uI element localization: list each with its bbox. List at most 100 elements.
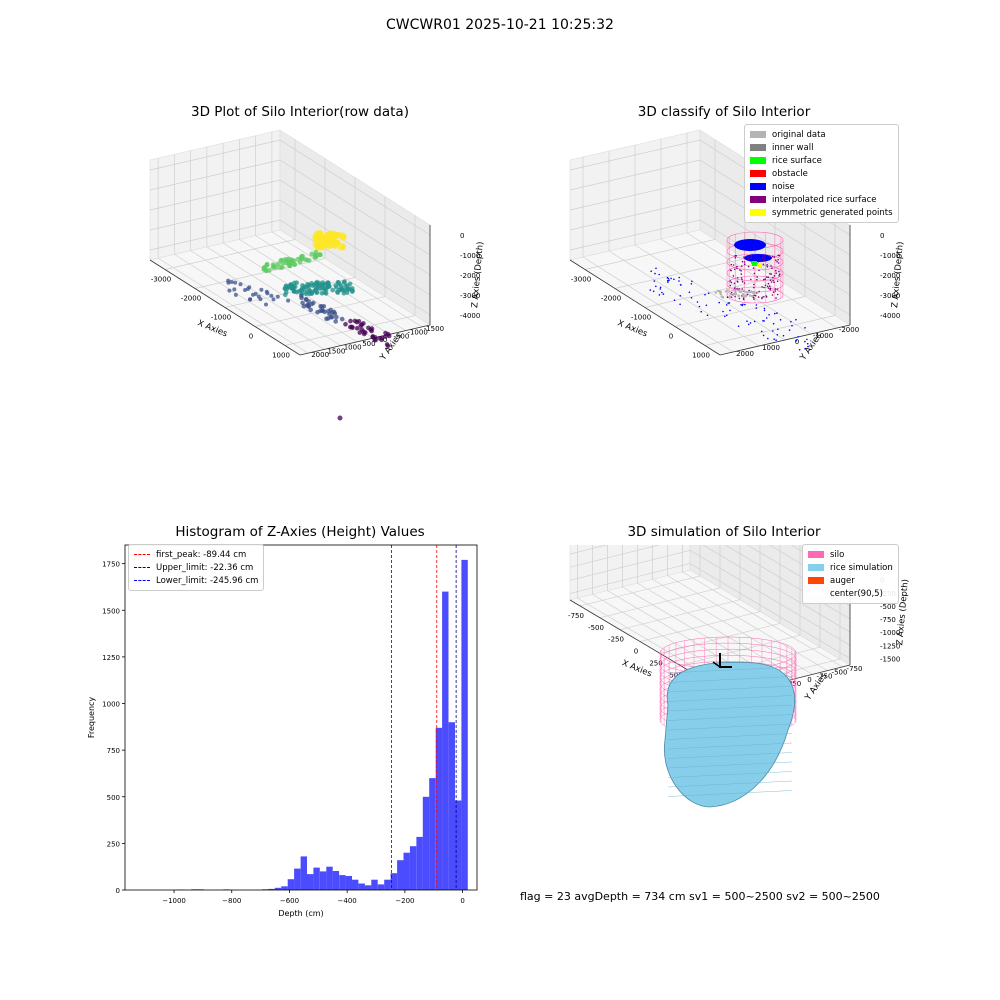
x-tick-label: −1000 (162, 897, 186, 905)
data-point (357, 330, 363, 335)
x-axis-label: X Axies (616, 318, 649, 339)
interpolated-point (776, 261, 778, 263)
interpolated-point (760, 260, 762, 263)
noise-point (670, 277, 672, 280)
noise-point (673, 278, 675, 281)
noise-point (765, 317, 768, 319)
interpolated-point (778, 275, 780, 277)
noise-point (726, 314, 728, 317)
interpolated-point (736, 267, 738, 270)
surface-mesh-line (667, 771, 793, 778)
original-point (719, 293, 722, 296)
interpolated-point (733, 282, 736, 285)
data-point (275, 261, 281, 267)
noise-point (659, 286, 662, 289)
noise-point (737, 325, 740, 327)
interpolated-point (771, 267, 773, 269)
noise-point (744, 303, 746, 306)
raw-scatter-plot: -4000 -3000 -2000 -1000 0 -3000 -2000 -1000 0 100… (149, 129, 486, 421)
noise-point (705, 304, 708, 307)
interpolated-point (769, 279, 772, 281)
legend-label: symmetric generated points (772, 207, 893, 218)
footer-stats: flag = 23 avgDepth = 734 cm sv1 = 500~25… (520, 890, 880, 903)
surface-mesh-line (667, 790, 793, 797)
legend-item: rice simulation (808, 561, 893, 574)
data-point (321, 304, 327, 309)
histogram-bar (364, 885, 372, 890)
noise-point (707, 292, 710, 295)
histogram-bar (300, 856, 307, 890)
z-grid-line (149, 199, 431, 296)
y-tick-label: 1000 (344, 344, 362, 352)
original-point (744, 295, 748, 298)
data-point (318, 242, 325, 249)
interpolated-point (739, 269, 741, 271)
data-point (279, 257, 285, 263)
interpolated-point (772, 276, 774, 279)
interpolated-point (769, 285, 771, 287)
z-grid-line (569, 159, 851, 256)
data-point (385, 343, 391, 349)
y-grid-line (667, 575, 828, 671)
interpolated-point (758, 269, 760, 272)
interpolated-point (732, 264, 735, 266)
y-grid-line (660, 238, 812, 335)
noise-point (659, 288, 662, 290)
z-grid-line (149, 159, 431, 256)
interpolated-point (746, 293, 749, 296)
data-point (363, 330, 368, 335)
legend-item: first_peak: -89.44 cm (134, 548, 258, 561)
legend-swatch (750, 209, 766, 216)
interpolated-point (741, 260, 744, 263)
data-point (336, 280, 341, 285)
x-tick-label: 250 (649, 659, 662, 667)
classify-legend: original data inner wall rice surface obsta… (744, 124, 899, 223)
z-tick-label: -2000 (880, 272, 900, 280)
interpolated-point (758, 290, 760, 293)
legend-swatch (808, 551, 824, 558)
original-point (734, 292, 738, 296)
data-point (319, 282, 324, 288)
interpolated-point (773, 275, 776, 277)
interpolated-point (761, 297, 763, 300)
data-point (328, 307, 333, 313)
noise-point (696, 301, 699, 303)
z-grid-line (569, 563, 851, 659)
interpolated-point (742, 298, 745, 301)
histogram-bar (294, 868, 301, 890)
panel4-title: 3D simulation of Silo Interior (627, 524, 821, 540)
interpolated-point (743, 256, 745, 258)
raw-scatter-panel: -4000 -3000 -2000 -1000 0 -3000 -2000 -1000 0 100… (130, 125, 500, 460)
data-point (308, 307, 313, 313)
y-tick-label: 1000 (102, 701, 120, 709)
histogram-bar (358, 883, 365, 890)
noise-point (662, 293, 665, 295)
z-tick-label: -2000 (460, 272, 480, 280)
surface-mesh-line (667, 714, 793, 721)
noise-point (795, 318, 797, 321)
noise-point (791, 324, 793, 327)
x-tick-label: 0 (634, 648, 638, 656)
noise-point (795, 340, 798, 342)
z-grid-line (149, 219, 431, 316)
interpolated-point (743, 261, 746, 263)
original-point (739, 290, 743, 293)
noise-point (691, 280, 693, 283)
data-point (247, 285, 252, 290)
legend-item: Upper_limit: -22.36 cm (134, 561, 258, 574)
histogram-bar (429, 778, 436, 890)
interpolated-point (729, 280, 732, 282)
data-point (300, 283, 305, 288)
x-tick-label: 0 (669, 333, 673, 341)
data-point (309, 251, 315, 257)
z-tick-label: 0 (880, 232, 884, 240)
legend-label: rice simulation (830, 562, 893, 573)
rice-simulation-surface (663, 661, 795, 808)
histogram-bar (390, 873, 397, 890)
legend-item: silo (808, 548, 893, 561)
histogram-bar (274, 887, 282, 890)
interpolated-point (740, 270, 742, 272)
noise-cluster (734, 239, 766, 251)
noise-point (755, 307, 758, 309)
noise-point (722, 310, 724, 313)
